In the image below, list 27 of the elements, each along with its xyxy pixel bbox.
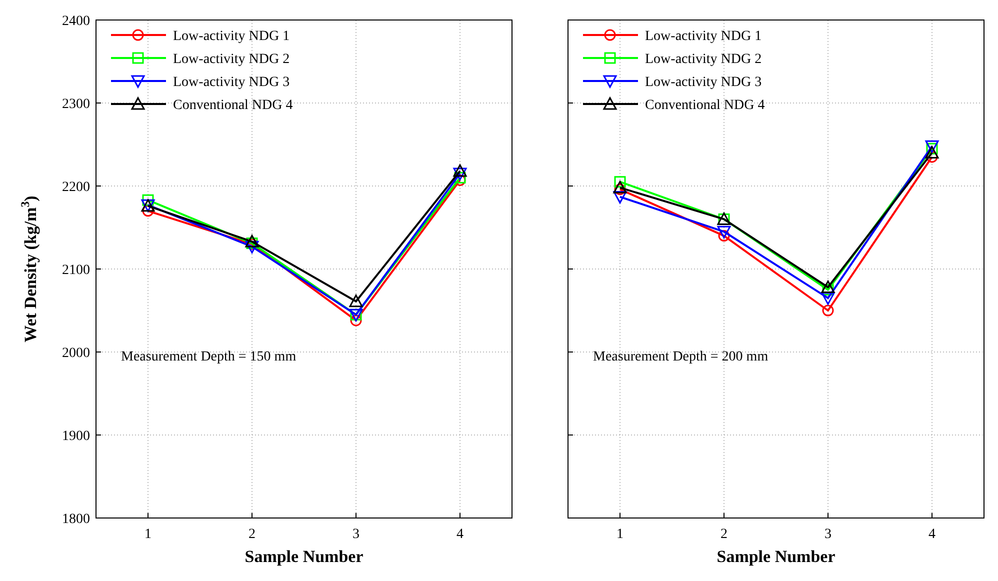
y-tick-label: 1800 (62, 512, 90, 527)
x-axis-title: Sample Number (716, 547, 836, 566)
legend-label: Low-activity NDG 3 (645, 75, 762, 90)
x-axis-title: Sample Number (244, 547, 364, 566)
legend-label: Low-activity NDG 2 (173, 52, 290, 67)
x-tick-label: 2 (720, 527, 728, 542)
x-tick-label: 3 (352, 527, 360, 542)
x-tick-label: 4 (456, 527, 464, 542)
y-tick-label: 2200 (62, 180, 90, 195)
x-tick-label: 2 (248, 527, 256, 542)
annotation: Measurement Depth = 150 mm (121, 349, 296, 364)
x-tick-label: 1 (144, 527, 152, 542)
y-tick-label: 2100 (62, 263, 90, 278)
annotation: Measurement Depth = 200 mm (593, 349, 768, 364)
x-tick-label: 3 (824, 527, 832, 542)
legend-label: Low-activity NDG 1 (645, 29, 762, 44)
legend-label: Conventional NDG 4 (173, 98, 293, 113)
y-tick-label: 2400 (62, 14, 90, 29)
x-tick-label: 1 (616, 527, 624, 542)
y-tick-label: 2300 (62, 97, 90, 112)
y-tick-label: 1900 (62, 429, 90, 444)
x-tick-label: 4 (928, 527, 936, 542)
legend-label: Low-activity NDG 3 (173, 75, 290, 90)
legend-label: Low-activity NDG 1 (173, 29, 290, 44)
legend-label: Low-activity NDG 2 (645, 52, 762, 67)
y-tick-label: 2000 (62, 346, 90, 361)
legend-label: Conventional NDG 4 (645, 98, 765, 113)
